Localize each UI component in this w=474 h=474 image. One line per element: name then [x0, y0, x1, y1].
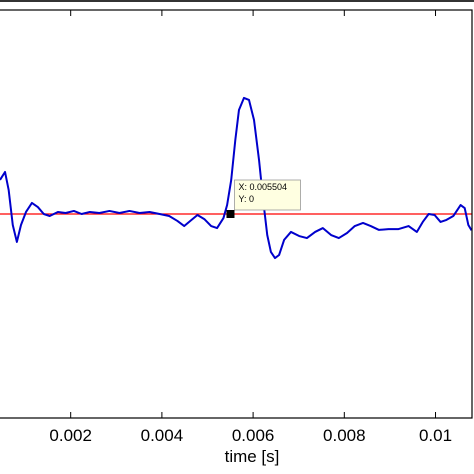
datatip-box	[234, 179, 301, 211]
data-line	[0, 96, 473, 260]
x-tick-label: 0.002	[49, 426, 92, 445]
datatip-marker	[226, 210, 235, 218]
datatip-text: Y: 0	[238, 194, 254, 204]
x-tick-label: 0.008	[323, 426, 366, 445]
x-tick-label: 0.006	[232, 426, 275, 445]
x-tick-label: 0.004	[141, 426, 184, 445]
x-axis-label: time [s]	[225, 447, 280, 466]
figure-edge	[0, 0, 474, 2]
x-tick-label: 0.01	[419, 426, 452, 445]
plot-frame	[0, 9, 473, 419]
datatip-text: X: 0.005504	[238, 182, 287, 192]
